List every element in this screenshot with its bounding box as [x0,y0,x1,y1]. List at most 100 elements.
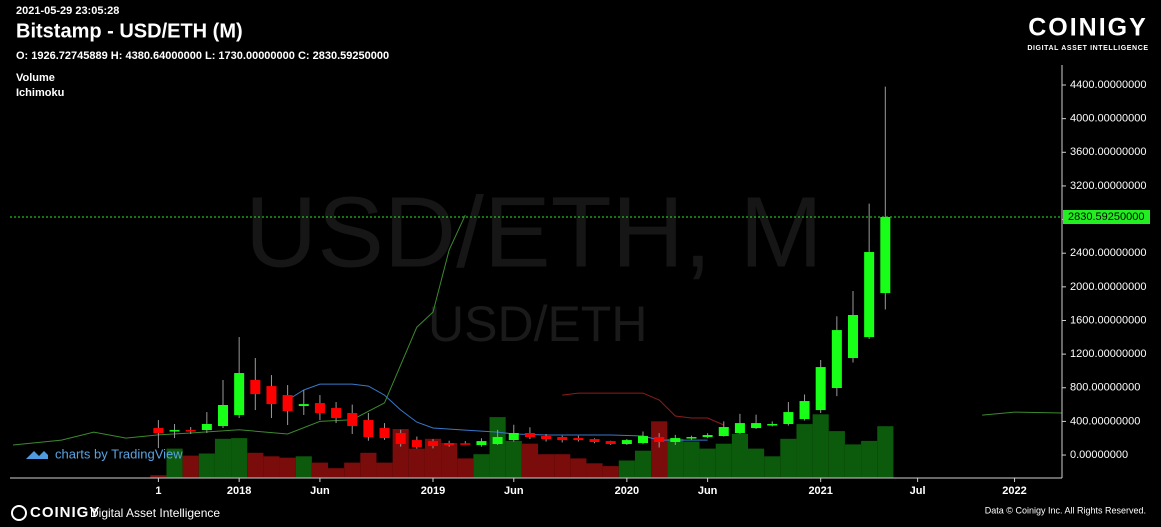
candle-body [621,440,632,445]
candle-body [153,428,164,434]
ichimoku-line [562,392,724,426]
y-tick-label: 2400.00000000 [1070,247,1146,259]
volume-bar [570,458,587,478]
y-tick-label: 1200.00000000 [1070,348,1146,360]
candle-body [411,440,422,448]
candle-body [201,424,212,431]
volume-bar [634,450,652,478]
candle-body [573,438,584,441]
candle-body [314,403,325,413]
y-tick-label: 0.00000000 [1070,449,1128,461]
volume-bar [376,462,393,478]
volume-bar [812,414,829,478]
volume-bar [344,462,361,478]
candle-body [266,386,277,405]
volume-bar [828,431,845,478]
y-tick-label: 4000.00000000 [1070,113,1146,125]
candle-body [250,380,261,395]
candle-body [864,252,875,338]
candle-body [718,427,729,437]
candle-body [670,438,681,443]
volume-bar [586,463,603,478]
volume-bar [473,454,490,478]
attribution[interactable]: charts by TradingView [26,446,183,461]
candle-body [444,443,455,446]
candle-body [460,443,471,445]
volume-bar [311,462,328,478]
candle-body [751,423,762,429]
volume-bar [150,475,167,478]
candle-body [880,216,891,294]
candle-body [654,437,665,443]
x-tick-label: 1 [155,485,161,497]
volume-bar [505,440,522,478]
footer-logo: COINIGY [30,504,100,521]
x-tick-label: Jun [504,485,524,497]
candle-body [815,367,826,411]
candle-body [363,420,374,438]
candle-body [476,441,487,446]
volume-bar [360,452,377,478]
tradingview-icon [26,451,48,459]
footer: COINIGY Digital Asset Intelligence Data … [11,504,1146,521]
candle-body [217,405,229,427]
x-tick-label: Jul [910,485,926,497]
x-tick-label: Jun [310,485,330,497]
candle-body [492,437,503,445]
candle-body [783,412,794,425]
candle-body [686,437,697,439]
indicator-label: Ichimoku [16,87,64,99]
y-tick-label: 800.00000000 [1070,382,1140,394]
candle-body [847,315,859,358]
x-tick-label: 2022 [1002,485,1026,497]
volume-bar [554,454,571,478]
volume-bar [263,456,280,478]
volume-bar [457,458,474,478]
volume-bar [328,468,345,478]
volume-bar [279,457,296,478]
candle-body [637,436,649,444]
volume-bar [764,456,781,478]
volume-bar [441,443,458,478]
brand-tagline: DIGITAL ASSET INTELLIGENCE [1027,45,1148,52]
candle-body [508,433,519,441]
chart-date: 2021-05-29 23:05:28 [16,5,119,17]
candle-body [298,404,309,407]
volume-bar [602,466,619,478]
candle-body [331,408,342,419]
x-tick-label: 2020 [615,485,639,497]
volume-bar [408,448,425,478]
volume-bar [489,417,506,478]
volume-bar [214,438,232,478]
candle-body [169,430,180,432]
candle-body [557,437,568,441]
axes: 0.00000000 400.00000000 800.00000000 1200.0… [10,65,1150,497]
volume-bar [861,440,878,478]
x-tick-label: 2018 [227,485,251,497]
volume-bar [651,421,668,478]
volume-bar [667,438,684,478]
candle-body [605,441,616,445]
volume-bar [877,426,894,478]
attribution-text[interactable]: charts by TradingView [55,446,183,461]
candle-body [589,439,600,443]
y-tick-label: 4400.00000000 [1070,79,1146,91]
volume-bar [231,438,248,478]
y-tick-label: 3600.00000000 [1070,146,1146,158]
ichimoku-line [12,214,1062,446]
candle-body [767,424,778,426]
candle-body [799,401,810,420]
volume-bar [198,453,215,478]
y-tick-label: 3200.00000000 [1070,180,1146,192]
candle-body [395,433,406,445]
x-tick-label: Jun [698,485,718,497]
volume-bar [844,444,862,478]
x-tick-label: 2019 [421,485,445,497]
brand-name: COINIGY [1028,14,1148,42]
brand-logo: COINIGY DIGITAL ASSET INTELLIGENCE [1027,14,1148,52]
plot-area [10,86,1062,478]
footer-icon [11,505,27,521]
volume-bar [424,438,442,478]
candle-body [427,441,439,447]
